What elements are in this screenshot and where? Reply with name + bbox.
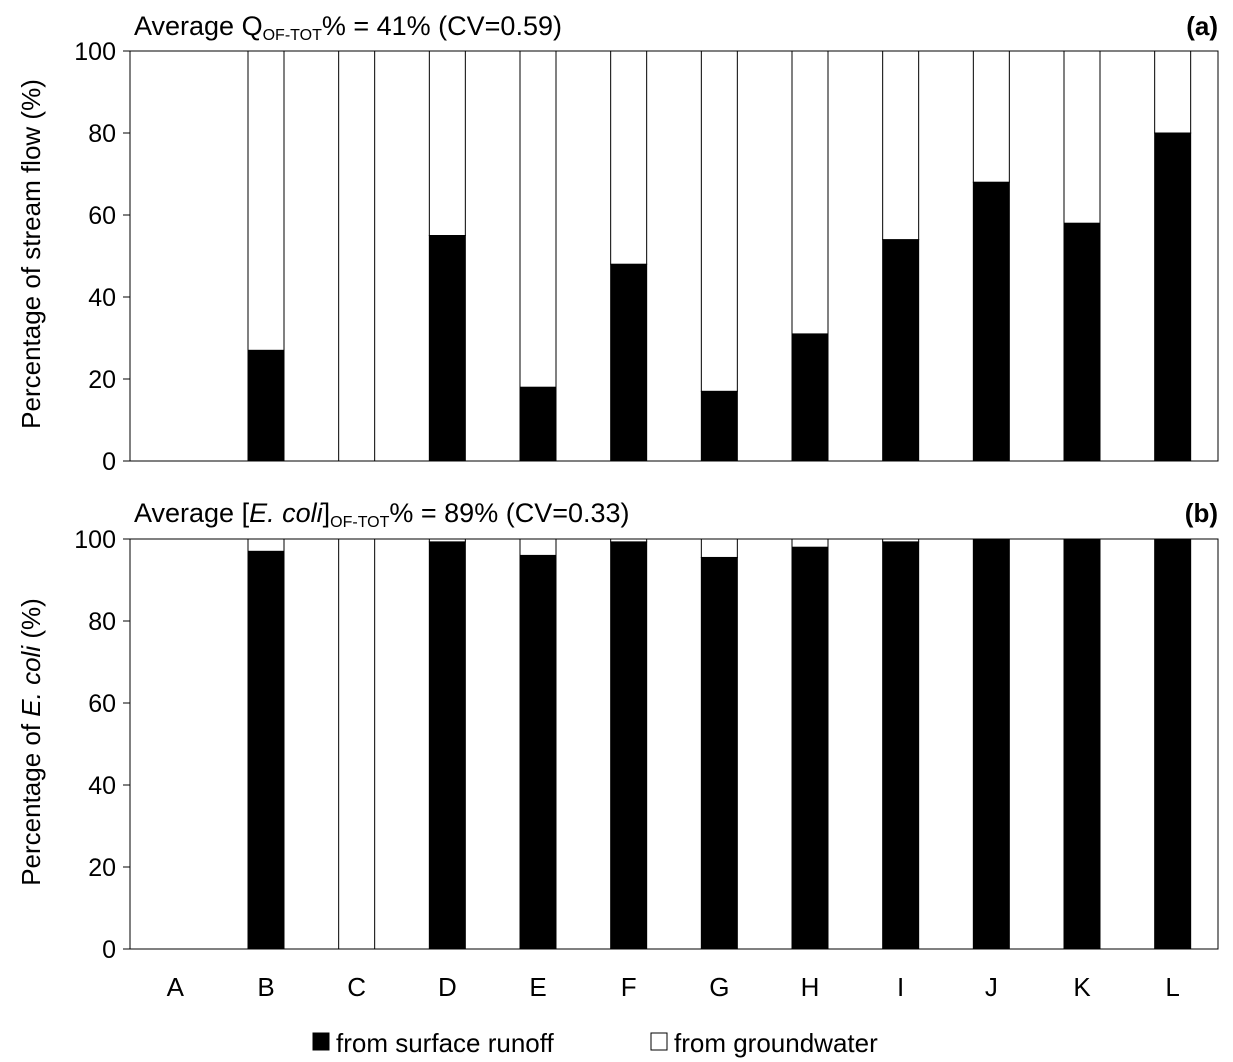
bar-E-surface-runoff (519, 386, 557, 462)
bar-D-surface-runoff (428, 541, 466, 950)
bar-H-surface-runoff (791, 546, 829, 950)
bar-I-surface-runoff (882, 239, 920, 462)
x-tick-label: J (985, 972, 998, 1002)
x-tick-label: F (621, 972, 637, 1002)
bar-I-groundwater (882, 50, 920, 241)
y-tick-label: 40 (88, 284, 116, 312)
x-tick-label: A (167, 972, 185, 1002)
x-tick-label: C (347, 972, 366, 1002)
plot-area-frame (129, 50, 1219, 462)
bar-D-groundwater (428, 538, 466, 543)
bar-H-groundwater (791, 50, 829, 335)
y-tick-label: 20 (88, 854, 116, 882)
legend-label: from groundwater (674, 1028, 878, 1058)
x-tick-label: I (897, 972, 904, 1002)
x-tick-label: L (1165, 972, 1179, 1002)
bar-L-surface-runoff (1154, 132, 1192, 462)
legend: from surface runoff from groundwater (312, 1028, 878, 1058)
bar-E-groundwater (519, 538, 557, 556)
y-tick-label: 100 (74, 38, 116, 66)
bar-G-surface-runoff (700, 390, 738, 462)
bar-L-surface-runoff (1154, 538, 1192, 950)
x-tick-label: G (709, 972, 729, 1002)
bar-H-surface-runoff (791, 333, 829, 462)
y-tick-label: 0 (102, 448, 116, 476)
panel-title: Average QOF-TOT% = 41% (CV=0.59) (134, 11, 562, 44)
bar-F-surface-runoff (610, 263, 648, 462)
bar-J-surface-runoff (972, 181, 1010, 462)
bar-F-groundwater (610, 50, 648, 265)
y-tick-label: 80 (88, 608, 116, 636)
bar-G-surface-runoff (700, 556, 738, 950)
bar-K-surface-runoff (1063, 222, 1101, 462)
bar-F-groundwater (610, 538, 648, 543)
legend-swatch-surface-runoff (312, 1032, 330, 1051)
bar-D-groundwater (428, 50, 466, 236)
y-tick-label: 40 (88, 772, 116, 800)
bar-I-surface-runoff (882, 541, 920, 950)
panel-label: (b) (1185, 498, 1218, 528)
panel-title: Average [E. coli]OF-TOT% = 89% (CV=0.33) (134, 498, 630, 531)
panel-label: (a) (1186, 11, 1218, 41)
bar-C-groundwater (338, 538, 376, 950)
bar-E-surface-runoff (519, 554, 557, 950)
x-tick-label: B (257, 972, 274, 1002)
bar-C-groundwater (338, 50, 376, 462)
bar-B-surface-runoff (247, 550, 285, 950)
bar-G-groundwater (700, 50, 738, 392)
bar-B-surface-runoff (247, 349, 285, 462)
bar-D-surface-runoff (428, 235, 466, 462)
legend-swatch-groundwater (650, 1032, 668, 1051)
y-tick-label: 0 (102, 936, 116, 964)
y-tick-label: 80 (88, 120, 116, 148)
bar-H-groundwater (791, 538, 829, 548)
bar-B-groundwater (247, 538, 285, 552)
bar-G-groundwater (700, 538, 738, 558)
bar-J-groundwater (972, 50, 1010, 183)
bar-L-groundwater (1154, 50, 1192, 134)
bar-J-surface-runoff (972, 538, 1010, 950)
x-tick-label: K (1073, 972, 1091, 1002)
x-tick-label: H (801, 972, 820, 1002)
y-tick-label: 60 (88, 202, 116, 230)
x-tick-label: D (438, 972, 457, 1002)
y-tick-label: 100 (74, 526, 116, 554)
y-axis-label: Percentage of E. coli (%) (16, 598, 46, 886)
bar-K-surface-runoff (1063, 538, 1101, 950)
bar-I-groundwater (882, 538, 920, 543)
bar-F-surface-runoff (610, 541, 648, 950)
y-axis-label: Percentage of stream flow (%) (16, 79, 46, 429)
x-tick-label: E (529, 972, 546, 1002)
y-tick-label: 20 (88, 366, 116, 394)
bar-B-groundwater (247, 50, 285, 351)
legend-label: from surface runoff (336, 1028, 555, 1058)
bar-K-groundwater (1063, 50, 1101, 224)
panel-a: 0 20 40 60 80 100 Average QOF-TOT% = 41% (CV=0… (16, 11, 1219, 476)
y-tick-label: 60 (88, 690, 116, 718)
plot-area-frame (129, 538, 1219, 950)
x-axis-labels: A B C D E F G H I J K L (167, 972, 1180, 1002)
bar-E-groundwater (519, 50, 557, 388)
panel-b: 0 20 40 60 80 100 Average [E. coli]OF-TOT% = 8… (16, 498, 1219, 964)
